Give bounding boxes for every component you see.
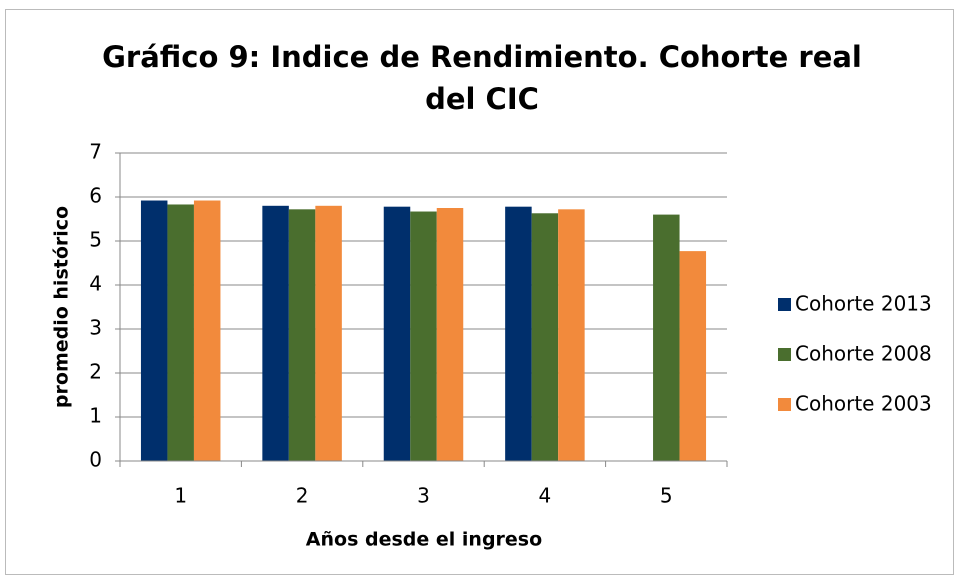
bar: [653, 214, 680, 461]
legend-swatch: [778, 298, 791, 311]
bar: [288, 209, 316, 461]
bar: [505, 206, 532, 461]
bar: [436, 208, 464, 461]
legend-swatch: [778, 348, 791, 361]
y-tick-label: 3: [89, 316, 102, 340]
legend-swatch: [778, 398, 791, 411]
x-axis-label: Años desde el ingreso: [306, 529, 542, 551]
y-tick-label: 7: [89, 140, 102, 164]
x-tick-label: 3: [417, 484, 430, 508]
y-tick-label: 1: [89, 404, 102, 428]
bar: [558, 209, 585, 461]
bar: [679, 251, 707, 461]
x-tick-label: 4: [539, 484, 552, 508]
bar: [410, 211, 437, 461]
y-tick-label: 0: [89, 448, 102, 472]
bar: [167, 204, 194, 462]
y-tick-label: 4: [89, 272, 102, 296]
bar: [531, 213, 559, 461]
chart-title: Gráfico 9: Indice de Rendimiento. Cohort…: [102, 40, 862, 116]
legend-label: Cohorte 2003: [795, 392, 932, 416]
bar: [383, 206, 411, 461]
x-tick-label: 1: [174, 484, 187, 508]
bar: [262, 205, 289, 461]
bar: [140, 200, 168, 461]
y-axis-label: promedio histórico: [51, 206, 73, 408]
y-tick-label: 2: [89, 360, 102, 384]
bar: [193, 200, 221, 461]
bar: [315, 205, 342, 461]
y-tick-label: 6: [89, 184, 102, 208]
legend-label: Cohorte 2008: [795, 342, 932, 366]
x-tick-label: 2: [296, 484, 309, 508]
y-tick-label: 5: [89, 228, 102, 252]
legend-label: Cohorte 2013: [795, 292, 932, 316]
x-tick-label: 5: [660, 484, 673, 508]
